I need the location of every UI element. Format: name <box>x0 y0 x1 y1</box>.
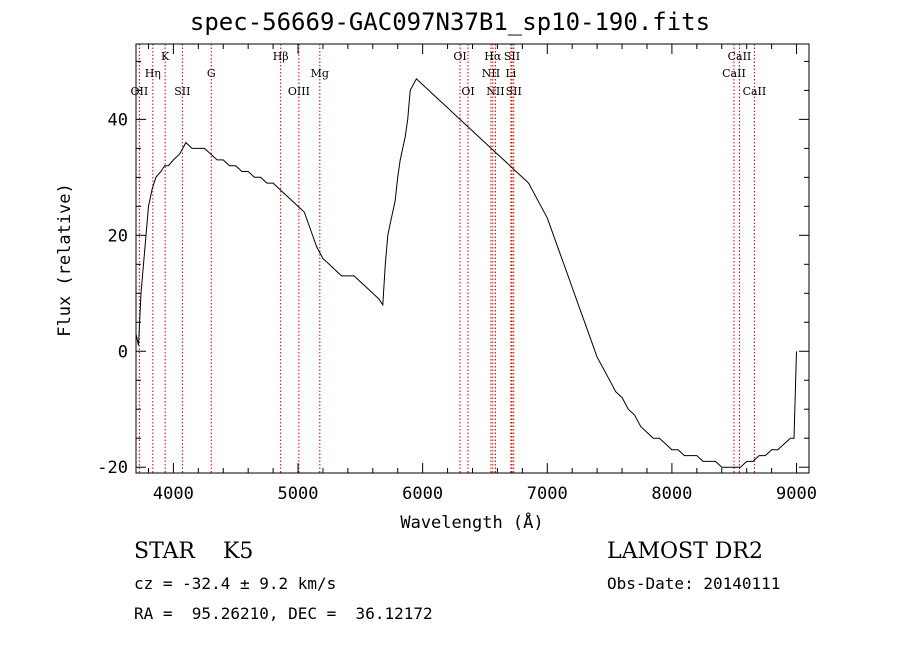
marker-label-4: G <box>207 67 216 80</box>
marker-label-14: Li <box>505 67 516 80</box>
marker-label-7: Mg <box>311 67 329 80</box>
x-tick-label-2: 6000 <box>402 484 443 504</box>
marker-label-13: SII <box>504 50 520 63</box>
y-axis-ticks: -20 0 20 40 <box>97 60 809 478</box>
marker-label-8: OI <box>453 50 466 63</box>
marker-label-3: SII <box>174 85 190 98</box>
y-tick-label-3: 40 <box>108 110 128 130</box>
y-tick-label-2: 20 <box>108 226 128 246</box>
y-tick-label-0: -20 <box>97 458 128 478</box>
marker-label-2: K <box>161 50 170 63</box>
x-axis-ticks: 4000 5000 6000 7000 8000 9000 <box>147 44 817 504</box>
marker-label-11: NII <box>482 67 500 80</box>
marker-label-0: OII <box>131 85 149 98</box>
ra-dec: RA = 95.26210, DEC = 36.12172 <box>134 604 433 623</box>
marker-label-16: CaII <box>728 50 752 63</box>
x-tick-label-4: 8000 <box>651 484 692 504</box>
marker-label-10: Hα <box>484 50 502 63</box>
x-tick-label-0: 4000 <box>153 484 194 504</box>
marker-label-15: SII <box>506 85 522 98</box>
x-tick-label-5: 9000 <box>776 484 817 504</box>
x-tick-label-3: 7000 <box>527 484 568 504</box>
marker-label-18: CaII <box>743 85 767 98</box>
plot-frame <box>135 43 810 474</box>
x-tick-label-1: 5000 <box>278 484 319 504</box>
survey-name: LAMOST DR2 <box>607 539 763 564</box>
marker-label-9: OI <box>461 85 474 98</box>
marker-label-1: Hη <box>145 67 161 80</box>
chart-title: spec-56669-GAC097N37B1_sp10-190.fits <box>189 8 711 36</box>
redshift-cz: cz = -32.4 ± 9.2 km/s <box>134 574 337 593</box>
line-marker-labels: OIIHηKSIIGHβOIIIMgOIOIHαNIINIISIILiSIICa… <box>131 50 767 98</box>
line-markers <box>138 44 755 473</box>
marker-label-12: NII <box>486 85 504 98</box>
marker-label-17: CaII <box>722 67 746 80</box>
marker-label-5: Hβ <box>273 50 289 63</box>
y-tick-label-1: 0 <box>118 342 128 362</box>
spectrum-line <box>135 77 797 468</box>
y-axis-label: Flux (relative) <box>55 183 75 337</box>
marker-label-6: OIII <box>288 85 310 98</box>
x-axis-label: Wavelength (Å) <box>400 511 543 533</box>
observation-date: Obs-Date: 20140111 <box>607 574 781 593</box>
object-class: STAR K5 <box>134 539 254 564</box>
